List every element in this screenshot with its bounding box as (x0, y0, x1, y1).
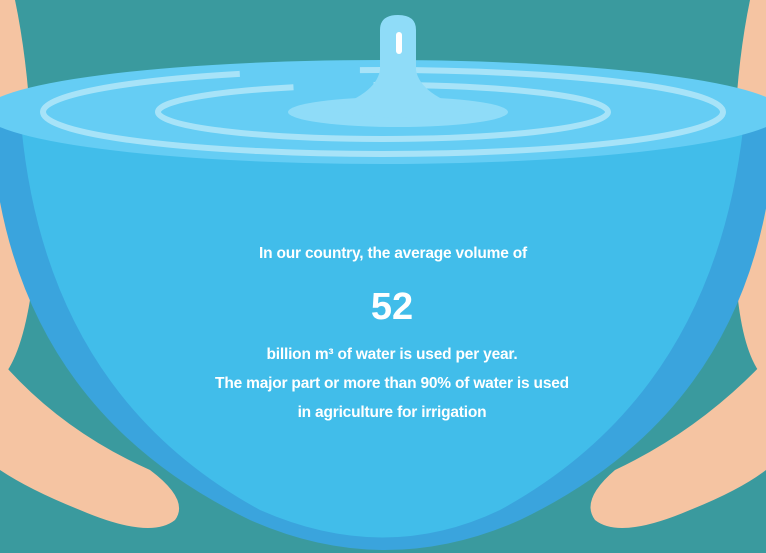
text-line: in agriculture for irrigation (298, 404, 487, 421)
highlight-number: 52 (371, 286, 413, 328)
text-line: billion m³ of water is used per year. (266, 346, 517, 363)
water-drop (326, 15, 470, 118)
right-hand-fingers (590, 360, 766, 528)
text-line: The major part or more than 90% of water… (215, 375, 569, 392)
drop-highlight (396, 32, 402, 54)
intro-text: In our country, the average volume of (259, 245, 528, 262)
bowl-body (20, 110, 745, 538)
left-hand-fingers (0, 360, 180, 528)
